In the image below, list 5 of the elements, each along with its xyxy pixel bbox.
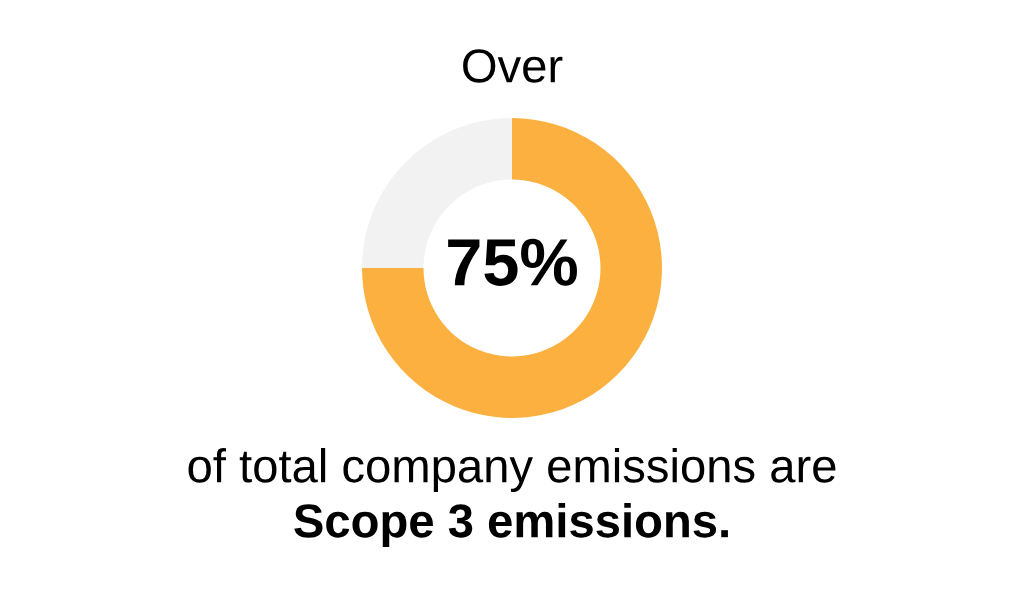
donut-slice	[362, 118, 662, 418]
text: of total company emissions are	[188, 447, 836, 493]
chart-title: Over	[463, 49, 563, 83]
data-label: 75%	[448, 238, 577, 286]
text: Scope 3 emissions.	[294, 502, 728, 548]
